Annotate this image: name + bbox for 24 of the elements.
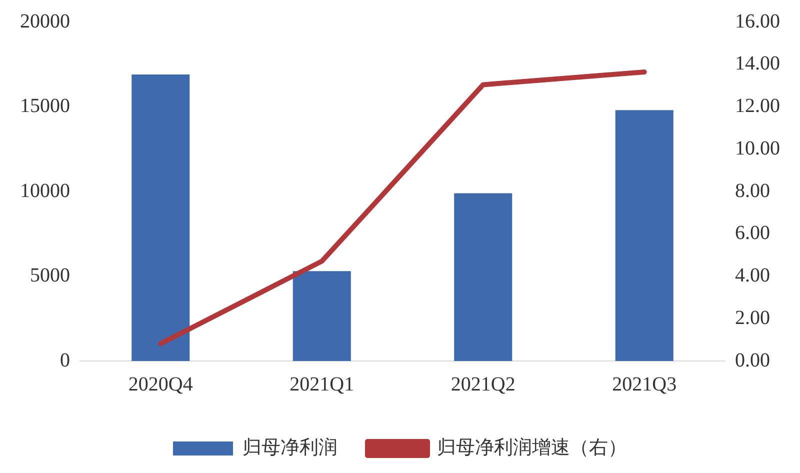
legend-label: 归母净利润增速（右） (437, 436, 627, 458)
y-tick-label: 10000 (20, 180, 70, 202)
x-tick-label: 2021Q3 (612, 373, 677, 396)
bar (132, 74, 190, 361)
y2-tick-label: 8.00 (735, 180, 770, 202)
bar (615, 110, 674, 361)
x-tick-label: 2020Q4 (128, 373, 193, 396)
y2-tick-label: 16.00 (735, 10, 780, 32)
y2-tick-label: 12.00 (735, 95, 780, 117)
bar (454, 193, 512, 361)
y-tick-label: 15000 (20, 95, 70, 117)
y2-tick-label: 14.00 (735, 52, 780, 75)
y2-tick-label: 2.00 (735, 306, 770, 329)
x-tick-label: 2021Q2 (450, 373, 516, 396)
y2-tick-label: 10.00 (735, 137, 780, 160)
y-tick-label: 5000 (30, 264, 70, 286)
bar (292, 271, 351, 361)
y-tick-label: 20000 (20, 10, 70, 32)
x-tick-label: 2021Q1 (290, 373, 354, 396)
y2-tick-label: 4.00 (735, 264, 770, 286)
legend-label: 归母净利润 (242, 436, 338, 458)
y-tick-label: 0 (60, 349, 70, 372)
y2-tick-label: 0.00 (735, 349, 770, 372)
y2-tick-label: 6.00 (735, 222, 770, 244)
